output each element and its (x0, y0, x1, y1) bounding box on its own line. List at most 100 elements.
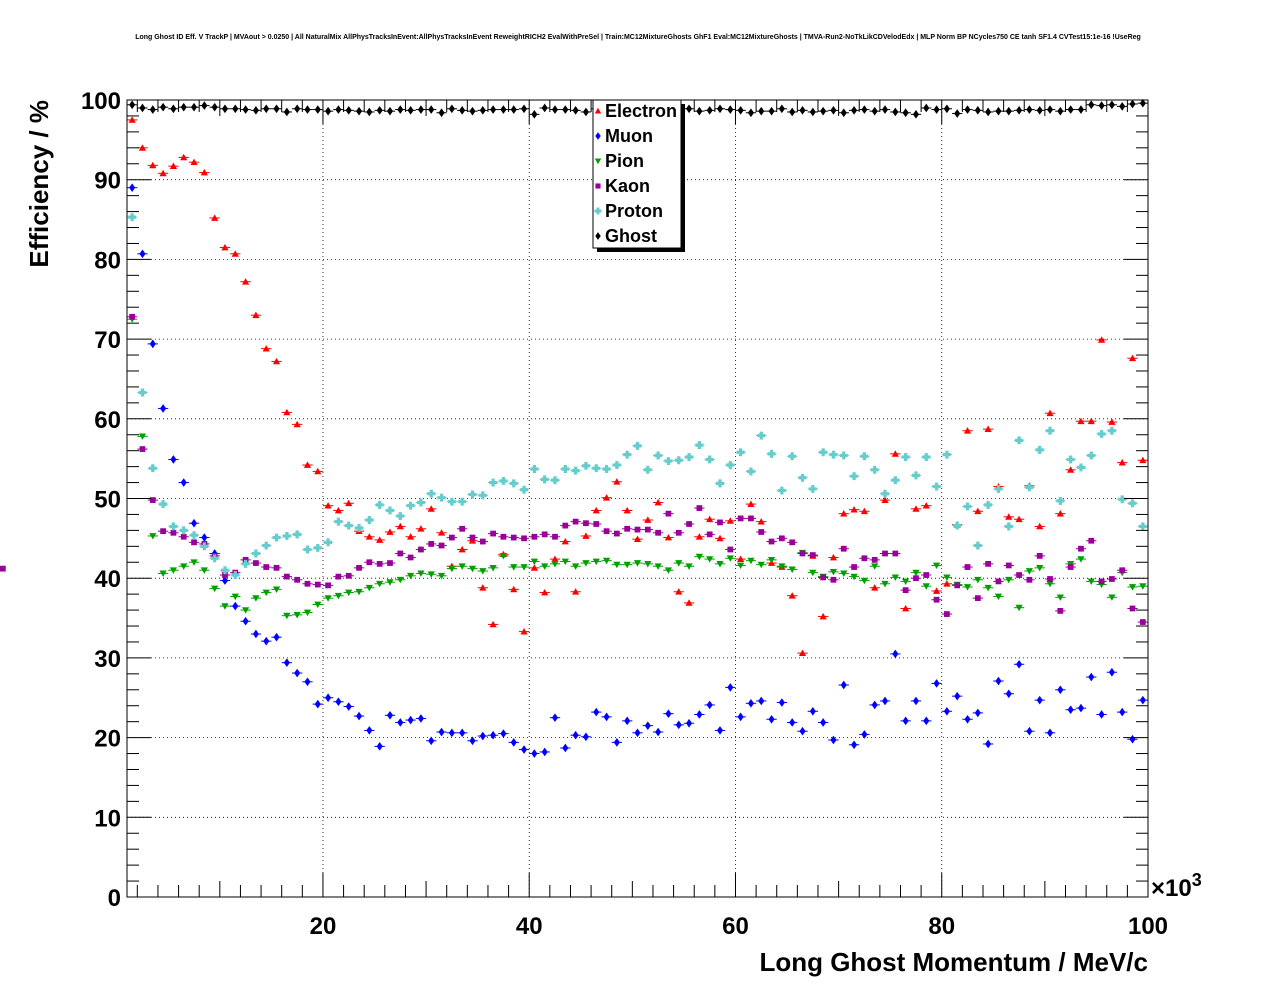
x-axis-title: Long Ghost Momentum / MeV/c (759, 947, 1148, 977)
data-point (1128, 584, 1137, 591)
data-point (1139, 98, 1146, 108)
data-point (901, 453, 910, 462)
data-point (716, 479, 724, 488)
data-point (984, 584, 992, 592)
data-point (974, 507, 982, 515)
data-point (789, 718, 796, 727)
data-point (882, 550, 888, 557)
data-point (355, 588, 363, 596)
data-point (572, 563, 580, 570)
data-point (830, 106, 837, 115)
data-point (459, 525, 466, 532)
data-point (303, 461, 312, 468)
data-point (272, 357, 281, 365)
data-point (222, 572, 228, 578)
data-point (737, 555, 745, 562)
data-point (840, 510, 848, 517)
data-point (459, 728, 466, 738)
data-point (366, 107, 373, 117)
data-point (695, 533, 703, 540)
data-point (871, 700, 878, 710)
data-point (932, 562, 941, 570)
data-point (798, 473, 807, 482)
data-point (912, 569, 920, 577)
data-point (932, 587, 941, 594)
data-point (892, 107, 899, 117)
data-point (974, 576, 982, 584)
data-point (1005, 513, 1013, 520)
data-point (850, 573, 858, 581)
x-tick-label: 60 (722, 913, 749, 940)
y-tick-label: 50 (94, 487, 121, 514)
data-point (860, 577, 868, 585)
data-point (819, 448, 828, 457)
data-point (871, 556, 878, 563)
legend-label-muon: Muon (605, 126, 653, 146)
data-point (706, 556, 714, 563)
data-point (344, 521, 353, 530)
data-point (438, 108, 445, 118)
data-point (706, 531, 713, 538)
data-point (304, 677, 311, 687)
data-point (799, 106, 806, 115)
data-point (1097, 336, 1106, 343)
data-point (861, 105, 868, 114)
data-point (159, 169, 167, 177)
data-point (334, 517, 343, 526)
data-point (706, 515, 714, 523)
data-point (562, 743, 569, 753)
data-point (149, 533, 157, 540)
data-point (1088, 672, 1095, 682)
data-point (685, 563, 693, 570)
data-point (396, 522, 404, 530)
data-point (593, 707, 600, 717)
data-point (571, 466, 580, 475)
data-point (994, 593, 1003, 601)
data-point (716, 560, 724, 568)
data-point (871, 584, 879, 591)
data-point (160, 404, 167, 413)
data-point (727, 683, 734, 692)
data-point (1067, 105, 1074, 114)
data-point (252, 595, 260, 602)
data-point (170, 529, 177, 536)
data-point (427, 505, 435, 512)
data-point (789, 539, 796, 546)
y-tick-label: 70 (94, 327, 121, 354)
data-point (520, 564, 528, 571)
data-point (633, 441, 642, 450)
data-point (1066, 455, 1075, 464)
data-point (1056, 496, 1065, 505)
data-point (551, 555, 559, 562)
data-point (180, 533, 187, 540)
data-point (1119, 567, 1126, 574)
data-point (1108, 667, 1115, 677)
data-point (242, 105, 249, 114)
series-ghost (127, 98, 1148, 119)
data-point (748, 515, 754, 522)
data-point (644, 560, 652, 568)
data-point (283, 573, 290, 580)
data-point (758, 106, 765, 116)
data-point (437, 572, 446, 580)
data-point (1067, 564, 1074, 570)
data-point (551, 713, 559, 722)
data-point (500, 533, 507, 540)
data-point (964, 714, 971, 724)
legend-box (592, 99, 682, 249)
data-point (602, 557, 611, 565)
data-point (737, 562, 745, 570)
data-point (313, 543, 322, 552)
data-point (520, 627, 528, 635)
data-point (428, 736, 435, 746)
data-point (1128, 499, 1137, 508)
data-point (531, 110, 538, 119)
data-point (314, 105, 321, 114)
data-point (293, 420, 301, 428)
data-point (231, 250, 239, 257)
axis-ticks (127, 99, 1149, 898)
data-point (1026, 726, 1033, 736)
series-electron (127, 116, 1148, 656)
data-point (995, 578, 1002, 585)
data-point (912, 505, 920, 512)
